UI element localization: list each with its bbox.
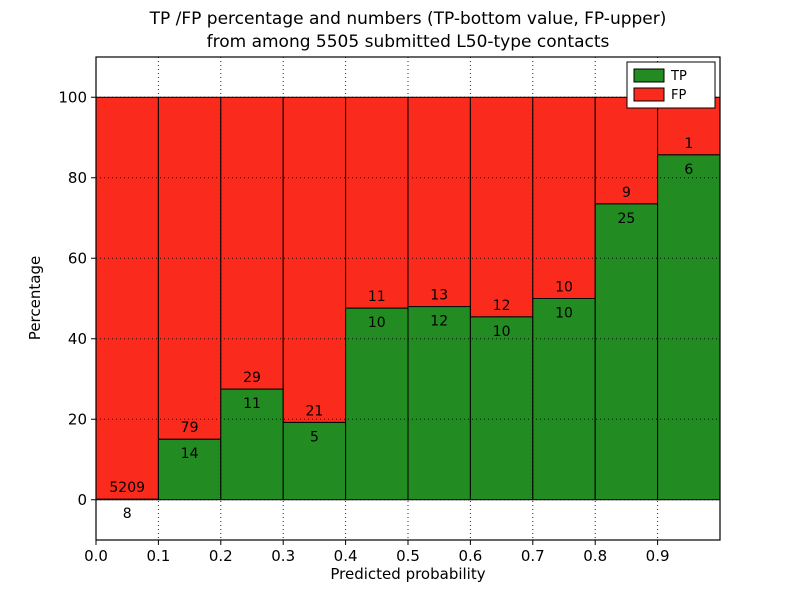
legend-label-fp: FP: [671, 88, 686, 103]
label-tp-count-1: 14: [181, 446, 199, 462]
x-tick-label: 0.9: [646, 547, 670, 565]
label-tp-count-4: 10: [368, 315, 386, 331]
chart-title-line1: TP /FP percentage and numbers (TP-bottom…: [149, 9, 667, 29]
label-fp-count-8: 9: [622, 185, 631, 201]
x-tick-label: 0.8: [583, 547, 607, 565]
label-fp-count-5: 13: [430, 288, 448, 304]
x-tick-label: 0.1: [146, 547, 170, 565]
x-tick-label: 0.2: [209, 547, 233, 565]
legend-swatch-tp: [633, 68, 665, 83]
bar-fp-4: [345, 96, 409, 309]
legend-label-tp: TP: [670, 69, 687, 84]
y-axis-label: Percentage: [26, 256, 44, 340]
chart-title-line2: from among 5505 submitted L50-type conta…: [207, 32, 610, 52]
y-tick-label: 60: [68, 249, 87, 267]
bar-fp-3: [282, 96, 347, 423]
x-tick-label: 0.3: [271, 547, 295, 565]
plot-area: 5209 8 79 14 29 11 21 5 11 10 13 12 12 10 10 10 9 25 1 6 0.0…: [58, 56, 721, 565]
legend: TP FP: [626, 61, 716, 109]
bar-tp-9: [657, 154, 721, 501]
label-fp-count-0: 5209: [109, 480, 145, 496]
y-tick-label: 0: [77, 491, 87, 509]
bar-tp-8: [594, 203, 659, 501]
label-fp-count-9: 1: [684, 136, 693, 152]
bar-tp-5: [407, 306, 471, 501]
bar-fp-2: [220, 96, 284, 390]
label-tp-count-2: 11: [243, 396, 261, 412]
y-tick-label: 40: [68, 330, 87, 348]
x-tick-label: 0.0: [84, 547, 108, 565]
bar-tp-7: [532, 298, 596, 501]
bar-tp-4: [345, 307, 409, 501]
label-fp-count-2: 29: [243, 370, 261, 386]
y-tick-label: 80: [68, 169, 87, 187]
label-tp-count-7: 10: [555, 306, 573, 322]
label-fp-count-7: 10: [555, 280, 573, 296]
bar-tp-3: [282, 421, 347, 501]
bar-fp-6: [469, 96, 534, 318]
x-tick-label: 0.4: [334, 547, 358, 565]
bar-fp-1: [157, 96, 222, 440]
bar-tp-6: [469, 316, 534, 501]
label-tp-count-9: 6: [684, 162, 693, 178]
label-fp-count-3: 21: [305, 403, 323, 419]
x-axis-label: Predicted probability: [330, 565, 485, 583]
label-fp-count-1: 79: [181, 420, 199, 436]
label-tp-count-5: 12: [430, 314, 448, 330]
bar-tp-1: [157, 438, 222, 501]
bar-fp-8: [594, 96, 659, 205]
label-tp-count-3: 5: [310, 429, 319, 445]
x-tick-label: 0.5: [396, 547, 420, 565]
label-fp-count-4: 11: [368, 289, 386, 305]
label-tp-count-8: 25: [617, 211, 635, 227]
bar-fp-0: [95, 96, 159, 500]
x-tick-label: 0.6: [458, 547, 482, 565]
label-tp-count-0: 8: [123, 506, 132, 522]
label-tp-count-6: 10: [493, 324, 511, 340]
y-tick-label: 20: [68, 410, 87, 428]
legend-swatch-fp: [633, 87, 665, 102]
x-tick-label: 0.7: [521, 547, 545, 565]
y-tick-label: 100: [58, 88, 87, 106]
label-fp-count-6: 12: [493, 298, 511, 314]
bar-fp-7: [532, 96, 596, 299]
bar-fp-5: [407, 96, 471, 308]
